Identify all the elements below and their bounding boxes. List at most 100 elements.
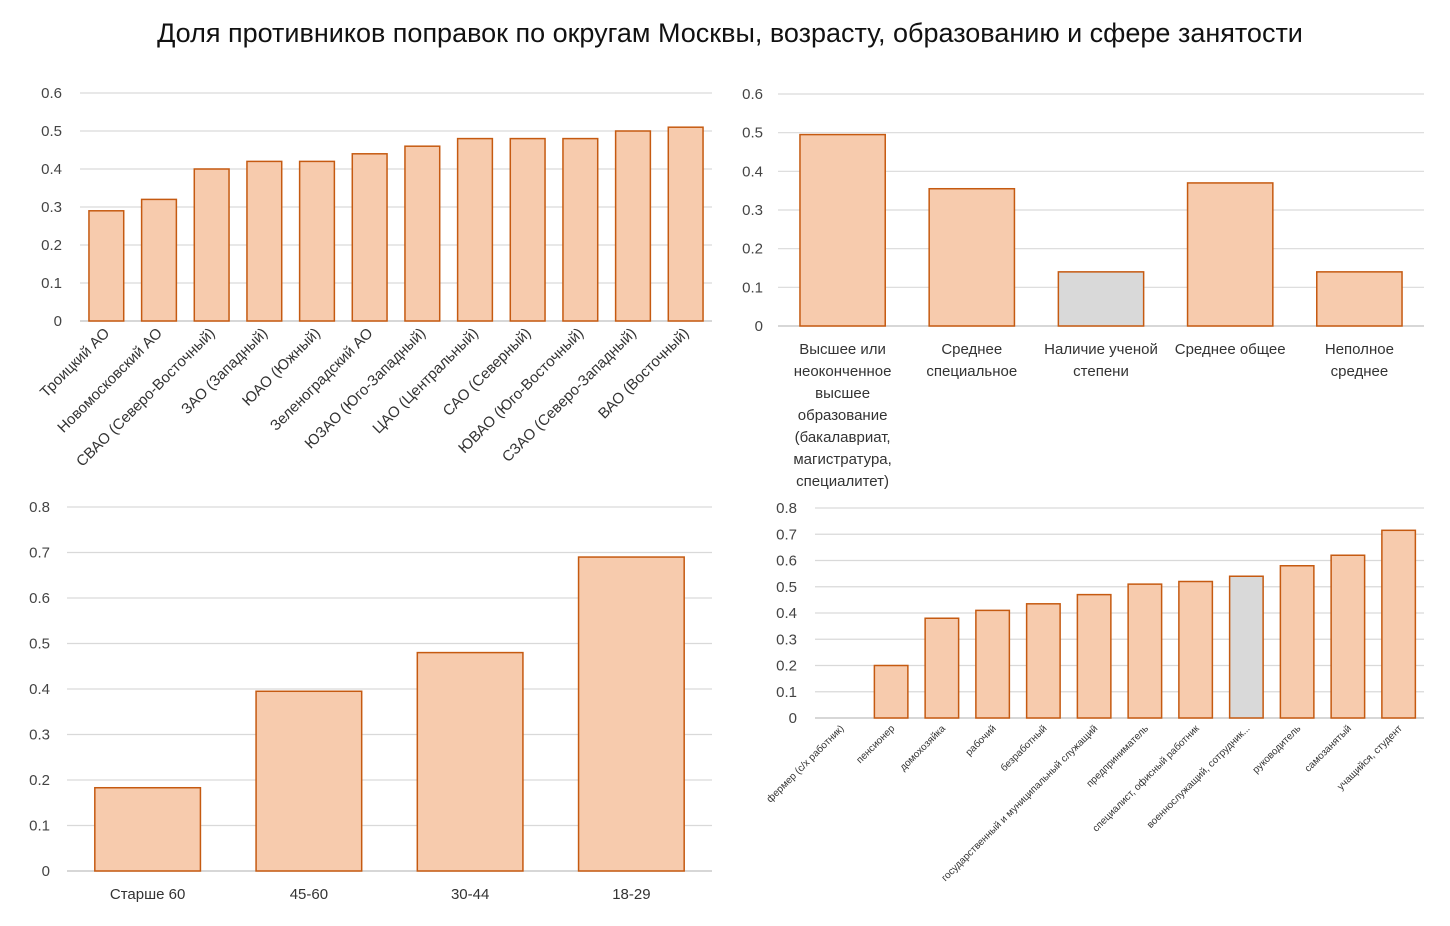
y-tick-label: 0.6 <box>29 590 50 607</box>
y-tick-label: 0.2 <box>742 241 763 258</box>
bar <box>577 556 685 872</box>
x-category-label: военнослужащий, сотрудник... <box>1145 723 1252 830</box>
bar <box>88 210 125 322</box>
x-category-label-line: Среднее общее <box>1175 341 1286 358</box>
y-tick-label: 0.8 <box>29 499 50 516</box>
bar <box>509 137 546 322</box>
bar <box>140 198 178 322</box>
x-category-label-line: высшее <box>815 385 870 402</box>
x-category-label: Зеленоградский АО <box>267 325 377 435</box>
y-tick-label: 0.7 <box>776 526 797 543</box>
y-tick-label: 0.4 <box>41 161 62 178</box>
chart-age: 0 0.1 0.2 0.3 0.4 0.5 0.6 0.7 0.8 Старше 60 45-60 3… <box>29 499 712 903</box>
bar <box>1076 593 1112 719</box>
bar <box>456 137 494 322</box>
y-tick-label: 0.4 <box>29 681 50 698</box>
y-tick-label: 0.5 <box>41 123 62 140</box>
bar <box>351 153 388 322</box>
chart-education: 0 0.1 0.2 0.3 0.4 0.5 0.6 Высшее или неоконченно… <box>742 86 1424 490</box>
x-category-label: самозанятый <box>1303 723 1354 774</box>
bar <box>924 617 960 719</box>
y-tick-label: 0.2 <box>41 237 62 254</box>
y-tick-label: 0.5 <box>742 125 763 142</box>
y-tick-label: 0.2 <box>776 658 797 675</box>
y-tick-label: 0.4 <box>776 605 797 622</box>
x-category-label-line: Высшее или <box>799 341 886 358</box>
y-tick-label: 0.5 <box>776 579 797 596</box>
bar <box>1228 575 1264 719</box>
x-category-label: 18-29 <box>612 886 650 903</box>
y-tick-label: 0.3 <box>41 199 62 216</box>
x-category-label-line: Неполное <box>1325 341 1394 358</box>
bar <box>1025 603 1061 719</box>
bar <box>1127 583 1163 719</box>
x-category-label-line: Наличие ученой <box>1044 341 1158 358</box>
x-category-label: Новомосковский АО <box>54 325 166 437</box>
x-category-label-line: неоконченное <box>794 363 892 380</box>
bar <box>246 160 283 322</box>
y-tick-label: 0.3 <box>29 727 50 744</box>
x-category-label: домохозяйка <box>898 723 948 773</box>
x-category-label-line: образование <box>798 407 888 424</box>
bar <box>1330 554 1366 719</box>
bar <box>1186 182 1274 327</box>
x-category-label: Среднее общее <box>1175 341 1286 358</box>
y-tick-label: 0.6 <box>742 86 763 103</box>
bar <box>1279 565 1315 719</box>
y-tick-label: 0 <box>789 710 797 727</box>
y-tick-label: 0.1 <box>29 818 50 835</box>
y-tick-label: 0.3 <box>776 631 797 648</box>
y-tick-label: 0.2 <box>29 772 50 789</box>
bar <box>298 160 336 322</box>
x-category-label: ВАО (Восточный) <box>595 325 692 422</box>
bar <box>1381 529 1417 719</box>
x-category-label: фермер (с/х работник) <box>764 723 846 805</box>
page-title: Доля противников поправок по округам Мос… <box>157 18 1303 48</box>
x-category-label: Высшее или неоконченное высшее образование (… <box>793 341 891 490</box>
bar <box>94 786 202 872</box>
y-tick-label: 0.4 <box>742 163 763 180</box>
bar <box>799 133 886 327</box>
y-tick-label: 0.1 <box>776 684 797 701</box>
x-category-label: руководитель <box>1251 723 1303 775</box>
bar <box>193 168 230 322</box>
y-tick-label: 0.6 <box>776 553 797 570</box>
x-category-label: Старше 60 <box>110 886 185 903</box>
bar <box>928 187 1016 327</box>
bar <box>1057 271 1145 327</box>
x-category-label-line: степени <box>1073 363 1129 380</box>
x-category-label-line: магистратура, <box>793 451 891 468</box>
chart-occupation: 0 0.1 0.2 0.3 0.4 0.5 0.6 0.7 0.8 фермер (с/х раб… <box>764 500 1424 884</box>
y-tick-label: 0.8 <box>776 500 797 517</box>
x-category-label-line: среднее <box>1331 363 1389 380</box>
y-tick-label: 0.1 <box>41 275 62 292</box>
bar <box>255 690 363 872</box>
y-tick-label: 0.3 <box>742 202 763 219</box>
x-category-label: САО (Северный) <box>440 325 535 420</box>
bar <box>1316 271 1403 327</box>
x-category-label: Неполное среднее <box>1325 341 1394 380</box>
bar <box>562 137 599 322</box>
y-tick-label: 0 <box>54 313 62 330</box>
x-category-label: 30-44 <box>451 886 489 903</box>
y-tick-label: 0.5 <box>29 636 50 653</box>
bar <box>975 609 1011 719</box>
x-category-label: специалист, офисный работник <box>1090 722 1202 834</box>
bar <box>1178 580 1214 719</box>
x-category-label-line: специалитет) <box>796 473 889 490</box>
bar <box>873 664 909 719</box>
y-tick-label: 0.1 <box>742 279 763 296</box>
y-tick-label: 0.6 <box>41 85 62 102</box>
bar <box>614 130 652 322</box>
x-category-label: пенсионер <box>855 723 898 766</box>
x-category-label: рабочий <box>963 723 999 759</box>
x-category-label-line: Среднее <box>941 341 1002 358</box>
bar <box>404 145 441 322</box>
x-category-label: Среднее специальное <box>926 341 1017 380</box>
y-tick-label: 0 <box>42 863 50 880</box>
x-category-label: 45-60 <box>290 886 328 903</box>
y-tick-label: 0 <box>755 318 763 335</box>
x-category-label: безработный <box>998 723 1049 774</box>
bar <box>667 126 704 322</box>
